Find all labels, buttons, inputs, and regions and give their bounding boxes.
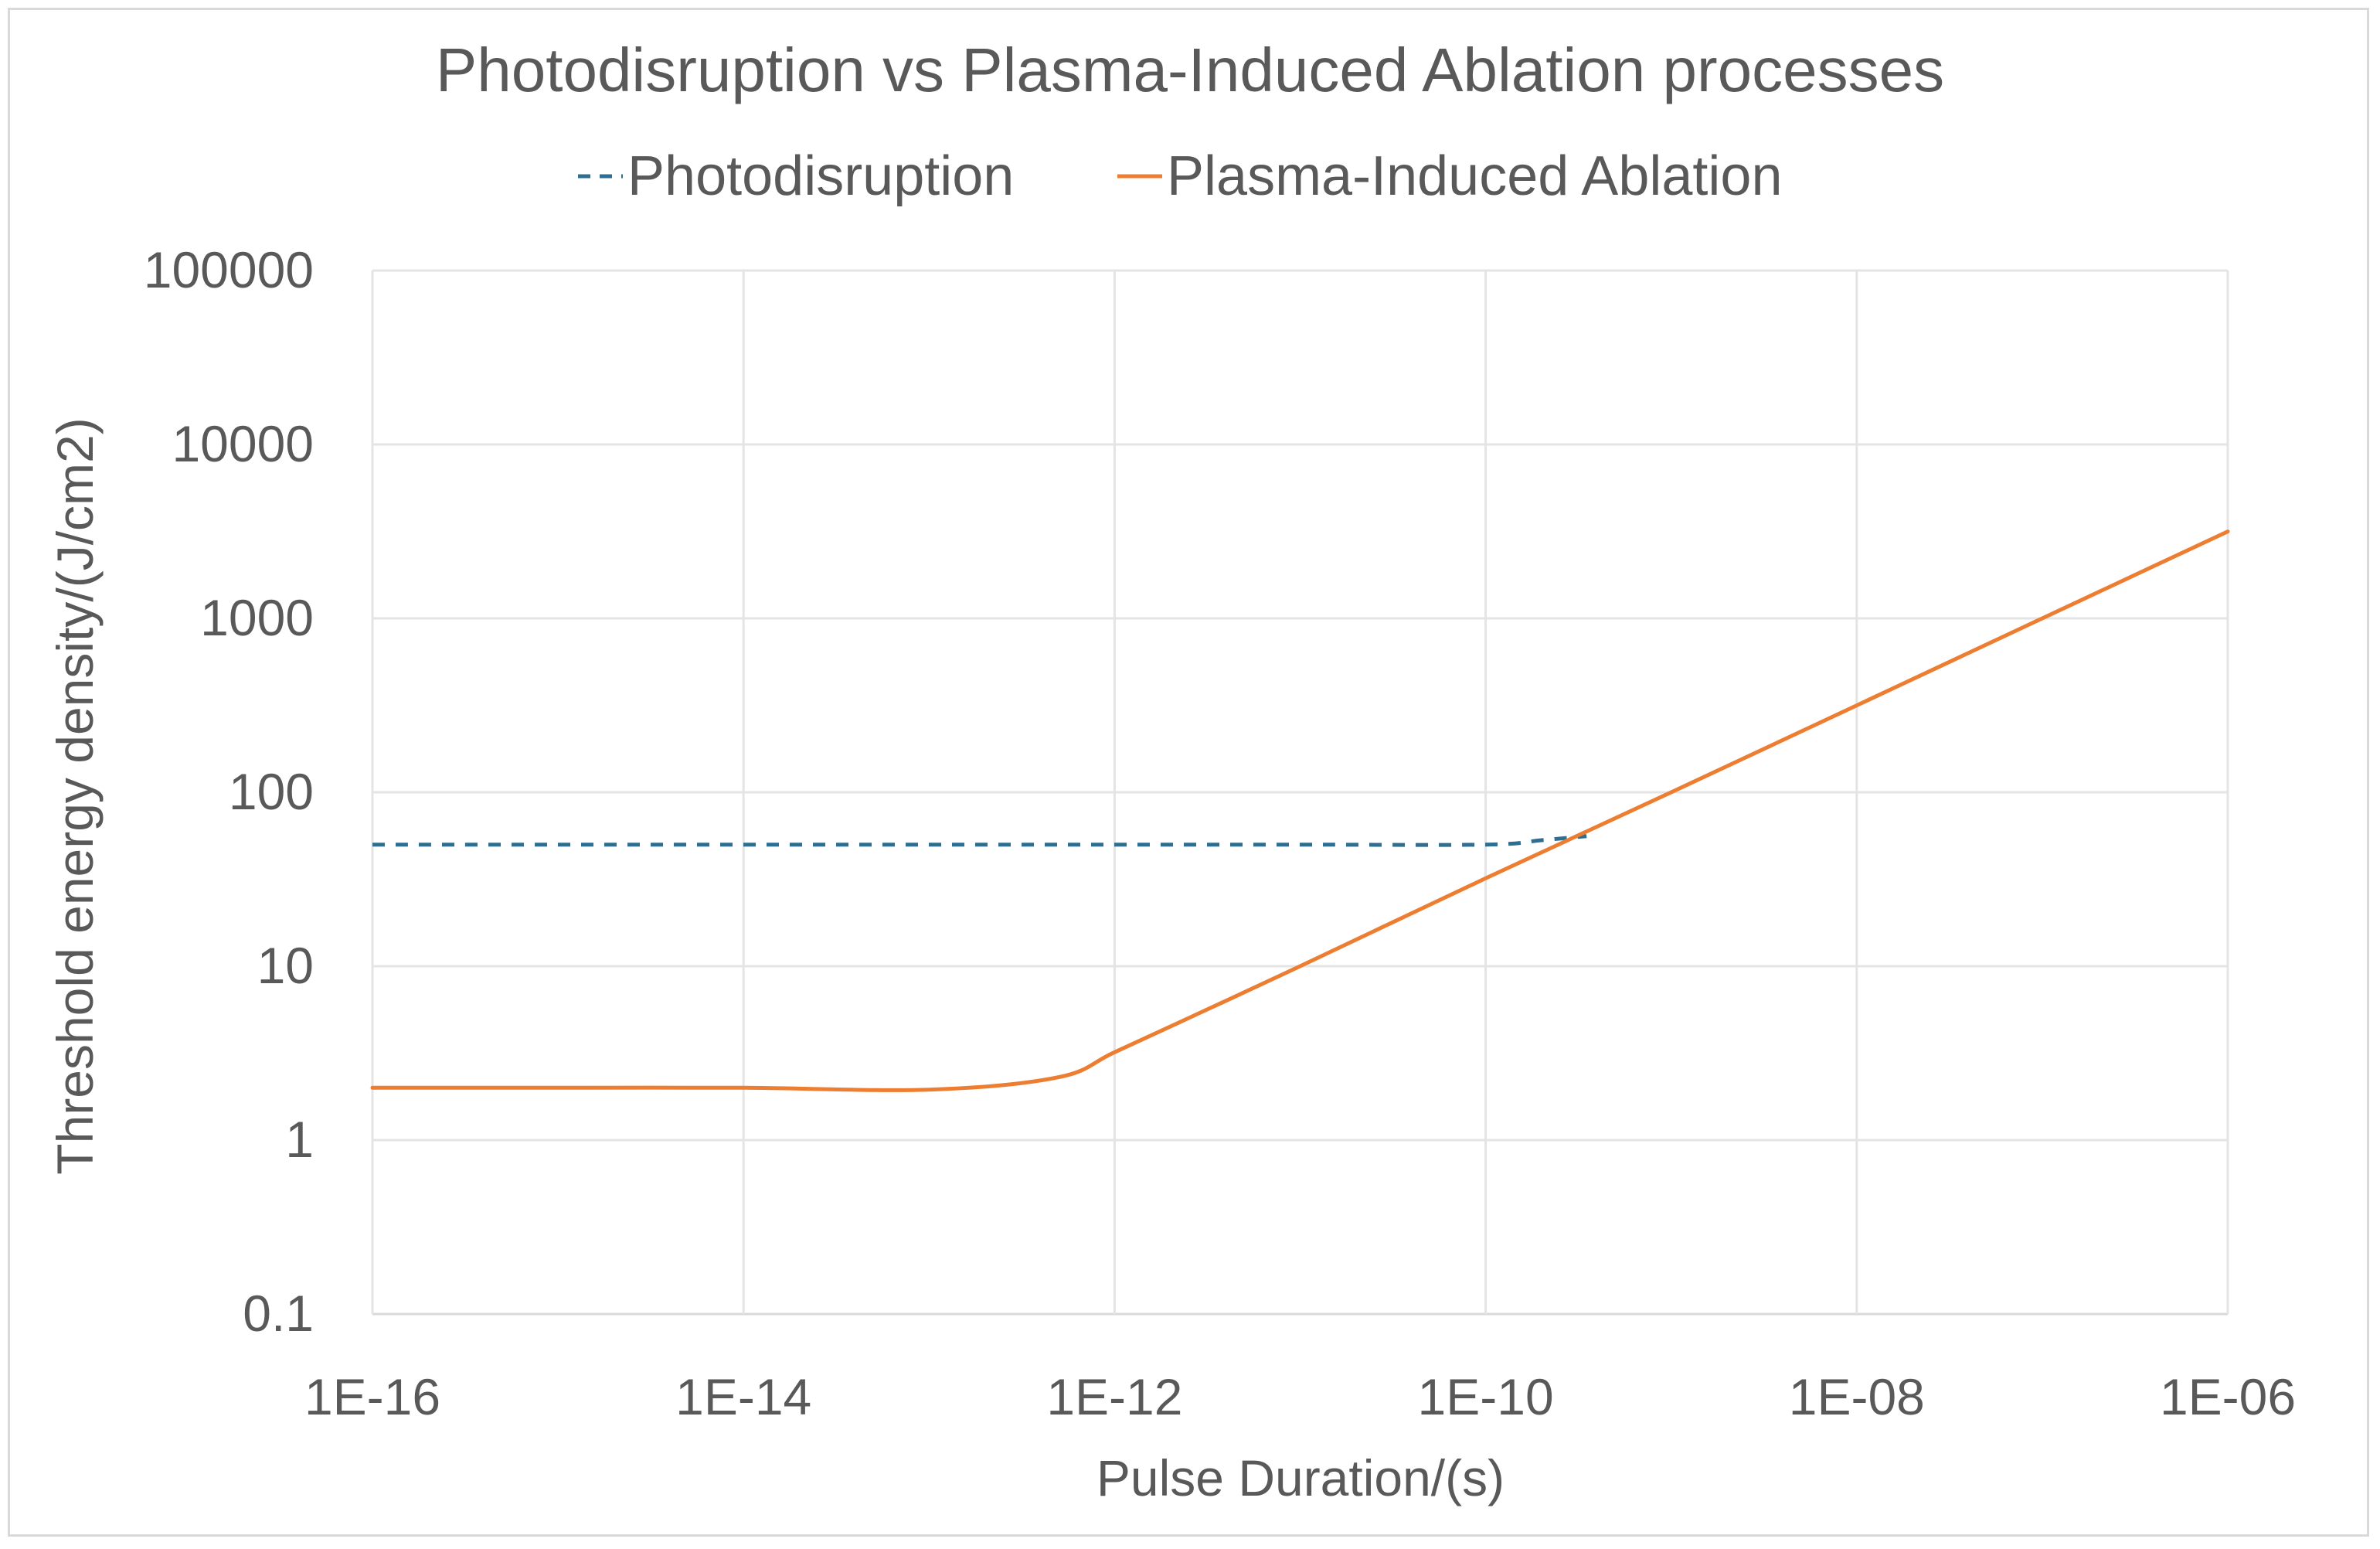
y-tick-label: 10000 [172,415,314,472]
y-tick-label: 100000 [144,241,314,298]
x-tick-label: 1E-14 [675,1368,811,1425]
x-tick-label: 1E-12 [1046,1368,1182,1425]
y-tick-label: 100 [229,763,314,820]
x-axis-title: Pulse Duration/(s) [1096,1449,1504,1506]
x-tick-label: 1E-06 [2160,1368,2296,1425]
series-layer [370,529,2230,1092]
chart-title: Photodisruption vs Plasma-Induced Ablati… [436,36,1944,104]
legend-label-plasma-induced-ablation: Plasma-Induced Ablation [1167,145,1783,207]
x-tick-label: 1E-16 [304,1368,440,1425]
x-axis-tick-labels: 1E-16 1E-14 1E-12 1E-10 1E-08 1E-06 [304,1368,2296,1425]
legend: Photodisruption Plasma-Induced Ablation [578,145,1783,207]
y-tick-label: 1000 [200,589,314,646]
y-tick-label: 10 [257,937,314,994]
y-tick-label: 0.1 [243,1285,314,1342]
series-line-photodisruption [372,834,1587,847]
y-axis-tick-labels: 0.1 1 10 100 1000 10000 100000 [144,241,314,1342]
y-axis-title: Threshold energy density/(J/cm2) [46,417,104,1174]
legend-label-photodisruption: Photodisruption [627,145,1014,207]
chart-frame [8,8,2369,1537]
x-tick-label: 1E-08 [1789,1368,1925,1425]
x-tick-label: 1E-10 [1418,1368,1554,1425]
gridlines [371,269,2229,1316]
series-line-plasma-induced-ablation [370,529,2230,1092]
y-tick-label: 1 [285,1111,314,1168]
